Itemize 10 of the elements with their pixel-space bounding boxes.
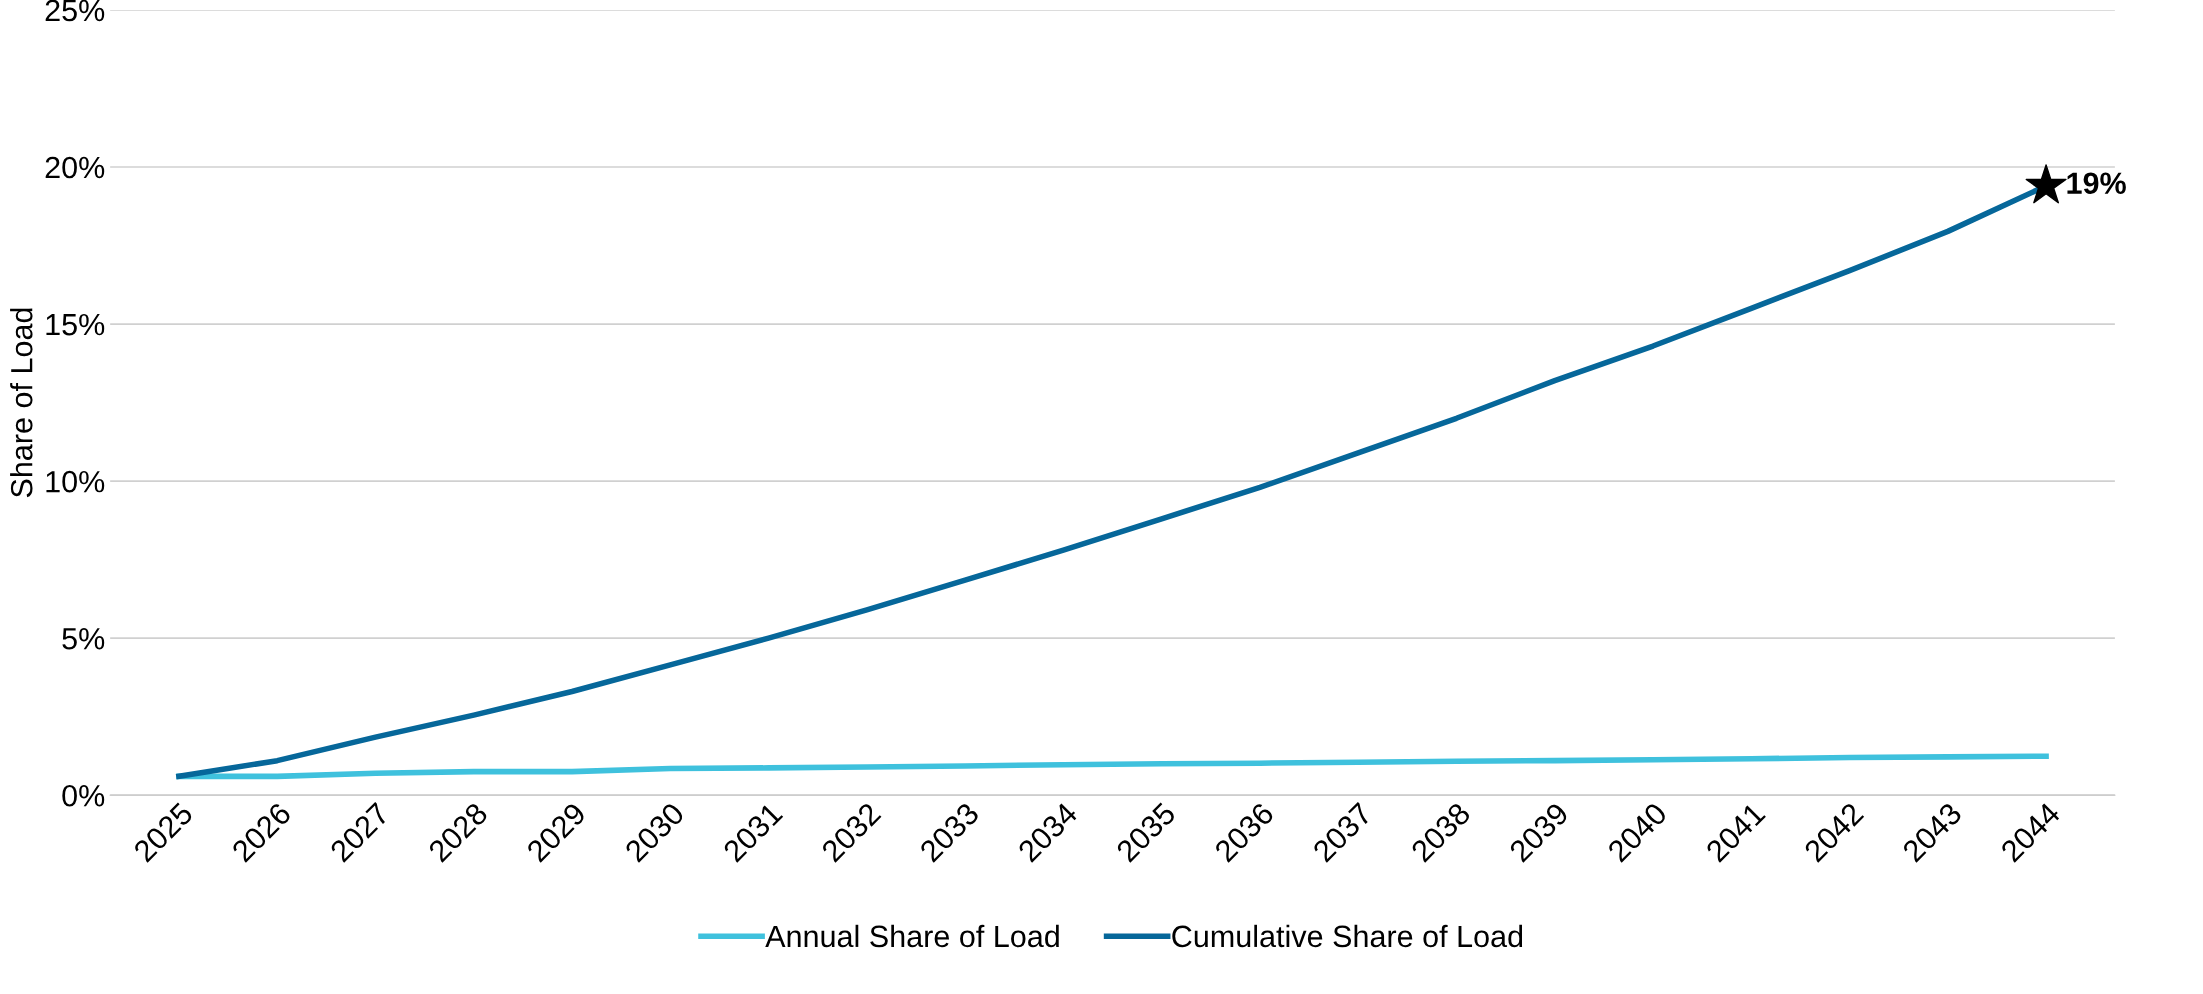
legend-label: Cumulative Share of Load: [1172, 924, 1523, 948]
legend-label: Annual Share of Load: [765, 924, 1059, 948]
y-tick-label: 25%: [45, 0, 105, 22]
y-axis-title: Share of Load: [10, 308, 33, 498]
y-tick-label: 5%: [62, 628, 105, 650]
y-tick-label: 10%: [46, 470, 105, 493]
annotation: 19%: [2067, 172, 2126, 195]
y-tick-label: 15%: [46, 313, 105, 336]
y-tick-label: 20%: [45, 156, 105, 179]
y-tick-label: 0%: [62, 784, 105, 807]
